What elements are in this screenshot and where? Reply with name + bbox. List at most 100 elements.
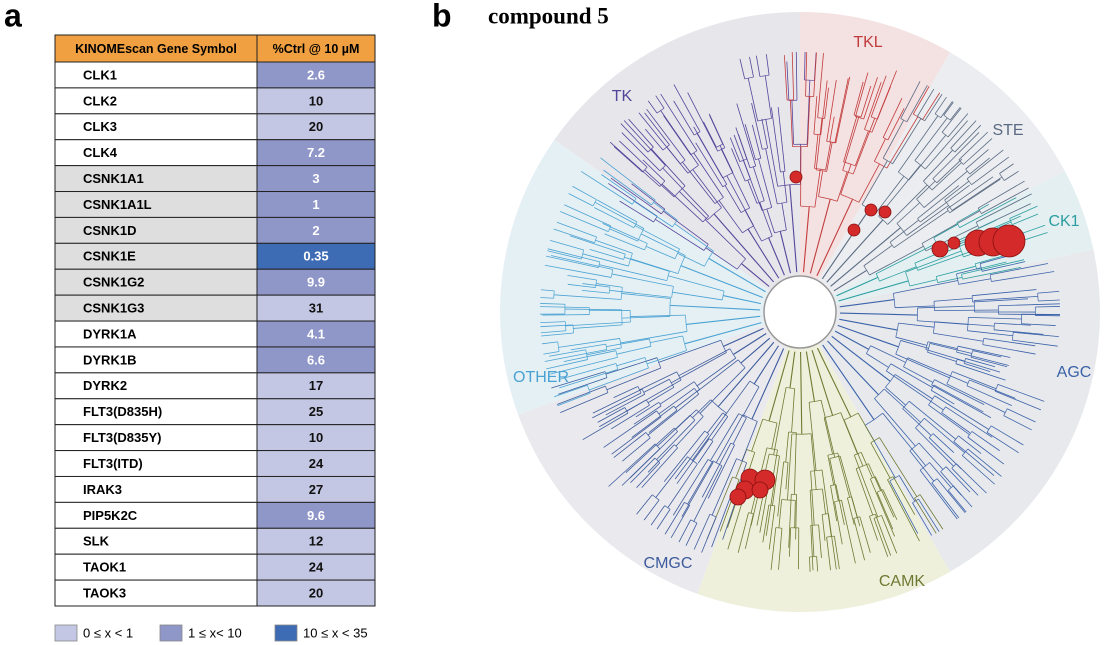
branch (559, 369, 618, 389)
group-label: TKL (853, 34, 882, 51)
branch (885, 381, 891, 388)
branch (946, 176, 994, 210)
branch (750, 512, 754, 515)
hit (992, 224, 1026, 258)
branch (950, 120, 977, 149)
branch (745, 179, 748, 182)
branch (696, 391, 700, 395)
branch (965, 358, 996, 368)
branch (670, 382, 675, 388)
branch (588, 367, 649, 391)
branch (772, 449, 778, 479)
branch (811, 349, 834, 416)
gene-symbol: PIP5K2C (83, 508, 138, 523)
branch (635, 401, 660, 418)
branch (540, 330, 566, 334)
branch (705, 244, 709, 248)
branch (752, 166, 765, 201)
branch (573, 324, 623, 329)
branch (643, 499, 660, 521)
branch (887, 108, 905, 141)
branch (720, 149, 751, 209)
branch (900, 118, 904, 121)
branch (740, 362, 746, 368)
branch (778, 499, 783, 529)
branch (947, 489, 967, 513)
branch (653, 199, 656, 203)
sector (697, 312, 950, 612)
branch (943, 114, 948, 119)
branch (628, 118, 654, 148)
branch (982, 344, 1036, 355)
branch (549, 239, 584, 251)
branch (666, 144, 670, 148)
branch (674, 444, 677, 447)
branch (739, 58, 746, 80)
branch (735, 127, 748, 160)
branch (932, 379, 935, 383)
branch (951, 176, 1003, 211)
branch (677, 265, 682, 274)
branch (680, 265, 763, 299)
branch (816, 347, 852, 418)
gene-symbol: SLK (83, 534, 110, 549)
branch (645, 246, 676, 260)
branch (837, 324, 899, 348)
branch (744, 210, 762, 242)
branch (944, 180, 970, 201)
branch (933, 327, 935, 334)
branch (895, 346, 899, 355)
branch (832, 452, 838, 455)
branch (859, 516, 871, 553)
branch (558, 347, 560, 352)
branch (894, 374, 933, 400)
branch (651, 148, 686, 187)
branch (919, 465, 926, 471)
branch (840, 194, 853, 200)
branch (830, 484, 834, 486)
branch (922, 92, 941, 120)
branch (914, 496, 918, 499)
branch (952, 371, 997, 390)
branch (814, 168, 821, 170)
branch (722, 185, 726, 188)
branch (634, 221, 638, 226)
branch (594, 207, 635, 229)
branch (675, 409, 697, 430)
branch (881, 515, 898, 554)
branch (975, 254, 1009, 265)
branch (936, 158, 963, 184)
branch (687, 460, 714, 505)
branch (882, 119, 905, 159)
branch (956, 359, 958, 362)
branch (967, 330, 1013, 337)
branch (740, 337, 771, 364)
branch (826, 537, 831, 571)
branch (657, 445, 661, 449)
branch (656, 410, 660, 415)
branch (646, 399, 649, 403)
branch (870, 440, 875, 443)
gene-symbol: IRAK3 (83, 482, 122, 497)
branch (935, 276, 938, 280)
branch (876, 492, 894, 530)
branch (717, 341, 775, 408)
branch (661, 210, 664, 215)
branch (693, 514, 711, 550)
branch (873, 518, 889, 557)
branch (986, 429, 990, 433)
branch (953, 438, 956, 442)
branch (886, 367, 889, 372)
branch (923, 180, 928, 186)
branch (834, 330, 870, 350)
branch (644, 169, 675, 198)
branch (930, 389, 955, 405)
branch (832, 141, 836, 144)
branch (923, 246, 927, 252)
branch (724, 185, 742, 213)
header-cell (54, 34, 258, 63)
branch (950, 147, 953, 151)
branch (695, 142, 724, 188)
branch (644, 112, 670, 146)
header-text: %Ctrl @ 10 µM (273, 42, 360, 56)
